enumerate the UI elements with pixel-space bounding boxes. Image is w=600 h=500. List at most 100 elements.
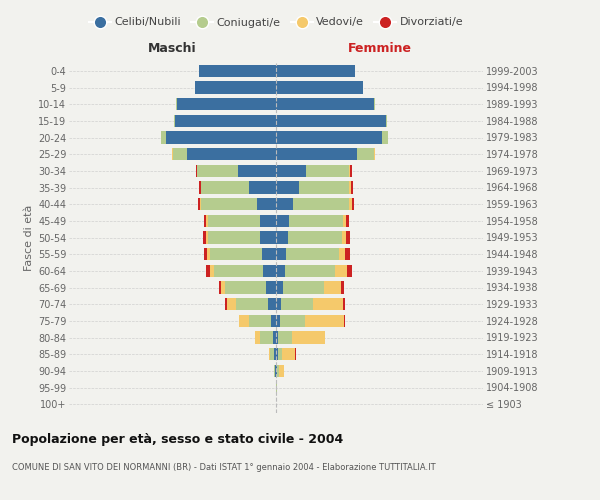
Bar — [256, 331, 260, 344]
Bar — [199, 64, 276, 77]
Bar — [277, 364, 278, 377]
Bar — [299, 181, 349, 194]
Y-axis label: Fasce di età: Fasce di età — [23, 204, 34, 270]
Bar — [236, 298, 268, 310]
Bar — [341, 281, 344, 293]
Bar — [268, 298, 276, 310]
Bar — [200, 198, 202, 210]
Bar — [357, 148, 374, 160]
Bar — [266, 281, 276, 293]
Bar — [203, 231, 206, 244]
Bar — [278, 348, 282, 360]
Text: Popolazione per età, sesso e stato civile - 2004: Popolazione per età, sesso e stato civil… — [12, 432, 343, 446]
Bar — [280, 314, 305, 327]
Bar — [202, 181, 249, 194]
Bar — [349, 198, 352, 210]
Bar — [278, 364, 284, 377]
Bar — [276, 114, 386, 127]
Bar — [210, 248, 262, 260]
Bar — [197, 164, 238, 177]
Bar — [249, 181, 276, 194]
Bar — [173, 148, 187, 160]
Bar — [293, 198, 349, 210]
Bar — [225, 298, 227, 310]
Bar — [382, 131, 388, 144]
Bar — [195, 81, 276, 94]
Bar — [347, 264, 352, 277]
Bar — [166, 131, 276, 144]
Bar — [374, 148, 375, 160]
Bar — [276, 148, 357, 160]
Bar — [207, 248, 210, 260]
Bar — [276, 331, 278, 344]
Bar — [187, 148, 276, 160]
Bar — [227, 298, 236, 310]
Bar — [283, 281, 323, 293]
Bar — [344, 314, 345, 327]
Bar — [206, 214, 208, 227]
Bar — [274, 364, 275, 377]
Bar — [374, 98, 375, 110]
Bar — [278, 331, 292, 344]
Bar — [199, 198, 200, 210]
Bar — [276, 231, 289, 244]
Bar — [292, 331, 325, 344]
Bar — [289, 231, 342, 244]
Bar — [276, 281, 283, 293]
Bar — [276, 348, 278, 360]
Bar — [349, 164, 350, 177]
Bar — [335, 264, 347, 277]
Bar — [248, 314, 271, 327]
Bar — [262, 248, 276, 260]
Bar — [276, 131, 382, 144]
Bar — [305, 314, 344, 327]
Bar — [306, 164, 349, 177]
Bar — [350, 181, 353, 194]
Bar — [313, 298, 343, 310]
Bar — [270, 348, 274, 360]
Bar — [203, 248, 207, 260]
Bar — [350, 164, 352, 177]
Bar — [273, 331, 276, 344]
Bar — [276, 214, 289, 227]
Bar — [343, 214, 346, 227]
Text: Maschi: Maschi — [148, 42, 197, 56]
Bar — [260, 331, 273, 344]
Bar — [214, 264, 263, 277]
Bar — [276, 64, 355, 77]
Bar — [289, 214, 343, 227]
Bar — [276, 364, 277, 377]
Bar — [346, 231, 350, 244]
Bar — [286, 248, 339, 260]
Bar — [281, 298, 313, 310]
Bar — [206, 231, 208, 244]
Bar — [263, 264, 276, 277]
Bar — [161, 131, 166, 144]
Text: COMUNE DI SAN VITO DEI NORMANNI (BR) - Dati ISTAT 1° gennaio 2004 - Elaborazione: COMUNE DI SAN VITO DEI NORMANNI (BR) - D… — [12, 462, 436, 471]
Bar — [210, 264, 214, 277]
Bar — [208, 214, 260, 227]
Text: Femmine: Femmine — [347, 42, 412, 56]
Bar — [352, 198, 354, 210]
Bar — [276, 181, 299, 194]
Bar — [276, 98, 374, 110]
Bar — [203, 214, 206, 227]
Bar — [271, 314, 276, 327]
Bar — [208, 231, 260, 244]
Bar — [342, 231, 346, 244]
Bar — [275, 364, 276, 377]
Bar — [276, 248, 286, 260]
Bar — [276, 164, 306, 177]
Bar — [339, 248, 346, 260]
Bar — [257, 198, 276, 210]
Bar — [276, 198, 293, 210]
Bar — [196, 164, 197, 177]
Bar — [201, 181, 202, 194]
Bar — [238, 164, 276, 177]
Bar — [199, 181, 201, 194]
Bar — [225, 281, 266, 293]
Bar — [323, 281, 341, 293]
Bar — [386, 114, 388, 127]
Bar — [343, 298, 346, 310]
Bar — [346, 214, 349, 227]
